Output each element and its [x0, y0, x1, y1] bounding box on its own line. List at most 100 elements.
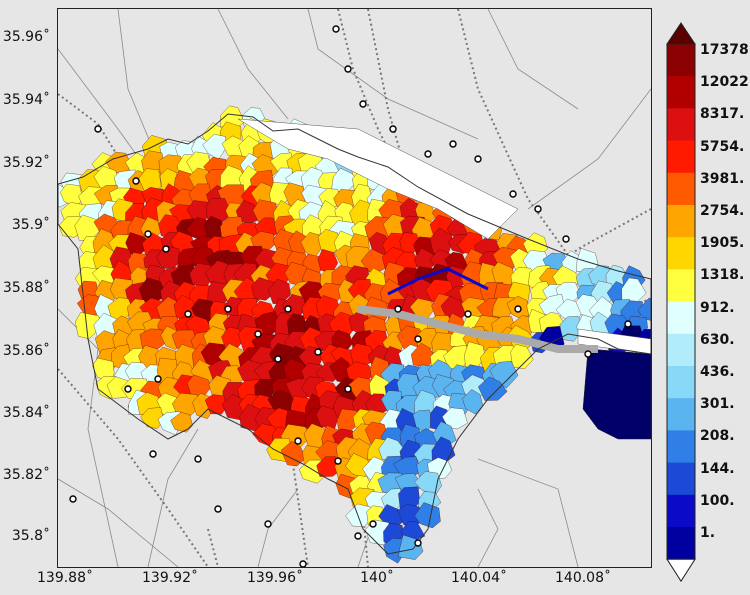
station-marker [562, 235, 570, 243]
station-marker [224, 305, 232, 313]
colorbar-under-triangle [666, 558, 696, 582]
colorbar-segment [667, 366, 695, 399]
station-marker [264, 520, 272, 528]
station-marker [69, 495, 77, 503]
y-tick-label: 35.82˚ [2, 467, 50, 483]
colorbar-tick-label: 100. [700, 492, 735, 509]
district-polygon [442, 407, 468, 430]
station-marker [94, 125, 102, 133]
x-tick-label: 139.92˚ [142, 570, 198, 586]
y-tick-label: 35.96˚ [2, 29, 50, 45]
colorbar-tick-label: 5754. [700, 138, 745, 155]
x-tick-label: 139.88˚ [37, 570, 93, 586]
colorbar-tick-label: 1318. [700, 267, 745, 284]
station-marker [314, 348, 322, 356]
station-marker [369, 520, 377, 528]
colorbar-segment [667, 398, 695, 431]
y-tick-label: 35.84˚ [2, 405, 50, 421]
colorbar-tick-label: 3981. [700, 170, 745, 187]
x-tick-label: 140.08˚ [555, 570, 611, 586]
district-polygon [478, 376, 508, 401]
colorbar-segment [667, 205, 695, 238]
road-line [257, 488, 299, 567]
district-polygon [75, 312, 103, 339]
y-tick-label: 35.9˚ [11, 217, 50, 233]
road-line [58, 478, 179, 567]
colorbar-segment [667, 44, 695, 77]
unpopulated-area [237, 118, 519, 240]
station-marker [334, 457, 342, 465]
station-marker [624, 320, 632, 328]
rail-line [337, 9, 429, 290]
river [357, 305, 598, 353]
colorbar-tick-label: 912. [700, 299, 735, 316]
rail-line [207, 528, 219, 567]
colorbar-segment [667, 172, 695, 206]
rail-line [287, 428, 309, 567]
y-tick-label: 35.88˚ [2, 280, 50, 296]
map-canvas [58, 9, 651, 567]
station-marker [162, 245, 170, 253]
station-marker [464, 310, 472, 318]
station-marker [214, 505, 222, 513]
district-polygon [280, 440, 306, 467]
station-marker [194, 455, 202, 463]
colorbar-segment [667, 333, 695, 367]
station-marker [534, 205, 542, 213]
colorbar-over-triangle [666, 22, 696, 45]
colorbar-tick-label: 12022. [700, 74, 750, 91]
station-marker [414, 539, 422, 547]
station-marker [424, 150, 432, 158]
x-tick-label: 140˚ [360, 570, 394, 586]
rail-line [457, 9, 579, 270]
station-marker [254, 330, 262, 338]
rail-line [58, 368, 209, 567]
colorbar-tick-label: 17378. [700, 42, 750, 58]
station-marker [389, 125, 397, 133]
colorbar-segment [667, 76, 695, 109]
colorbar-segment [667, 237, 695, 270]
road-line [217, 9, 289, 120]
region-boundary [58, 113, 651, 555]
road-line [527, 88, 651, 210]
districts-layer [58, 105, 651, 564]
station-marker [144, 230, 152, 238]
lake-area [582, 348, 651, 440]
colorbar [666, 22, 696, 582]
station-marker [359, 100, 367, 108]
station-marker [149, 450, 157, 458]
colorbar-segment [667, 108, 695, 142]
colorbar-tick-label: 1905. [700, 235, 745, 252]
y-tick-label: 35.8˚ [11, 528, 50, 544]
colorbar-tick-label: 1. [700, 525, 716, 541]
colorbar-tick-label: 630. [700, 331, 735, 348]
colorbar-segment [667, 301, 695, 335]
district-polygon [414, 502, 441, 529]
map-plot-area[interactable] [57, 8, 652, 568]
colorbar-segment [667, 430, 695, 464]
district-polygon [431, 436, 456, 461]
station-marker [344, 385, 352, 393]
station-marker [132, 177, 140, 185]
station-marker [294, 437, 302, 445]
y-tick-label: 35.86˚ [2, 343, 50, 359]
road-line [147, 428, 199, 567]
colorbar-tick-label: 8317. [700, 106, 745, 123]
district-polygon [140, 407, 164, 429]
road-line [307, 9, 479, 140]
road-line [487, 9, 579, 110]
district-polygon [170, 412, 193, 433]
colorbar-segment [667, 269, 695, 303]
district-polygon [204, 394, 227, 415]
station-marker [584, 350, 592, 358]
station-marker [344, 65, 352, 73]
colorbar-segment [667, 462, 695, 496]
colorbar-tick-label: 436. [700, 364, 735, 380]
x-tick-label: 140.04˚ [451, 570, 507, 586]
station-marker [332, 25, 340, 33]
station-marker [299, 560, 307, 567]
x-tick-label: 139.96˚ [247, 570, 303, 586]
colorbar-tick-label: 144. [700, 460, 735, 477]
station-marker [124, 385, 132, 393]
district-polygon [398, 534, 424, 560]
